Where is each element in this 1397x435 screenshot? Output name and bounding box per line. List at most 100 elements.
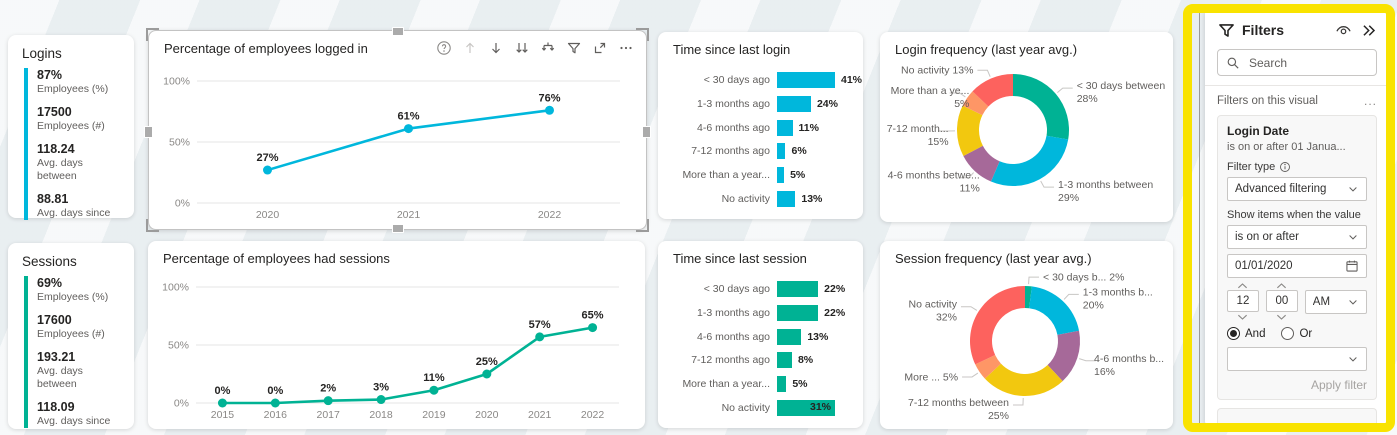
selection-corner[interactable] [146, 28, 159, 41]
data-point[interactable] [263, 165, 272, 175]
data-point[interactable] [323, 396, 333, 406]
calendar-icon[interactable] [1345, 259, 1359, 273]
bar[interactable] [777, 376, 787, 393]
chevron-down-icon [1347, 296, 1359, 308]
minute-value[interactable]: 00 [1265, 290, 1298, 312]
donut-slice[interactable] [963, 145, 1000, 182]
bar[interactable] [777, 190, 796, 207]
search-input[interactable] [1247, 54, 1361, 71]
bar[interactable] [777, 72, 835, 88]
selection-corner[interactable] [146, 219, 159, 232]
chevron-up-icon[interactable] [1276, 281, 1287, 290]
donut-slice[interactable] [1029, 286, 1080, 335]
bar-value-label: 22% [824, 306, 846, 319]
data-point[interactable] [270, 398, 280, 408]
hour-value[interactable]: 12 [1227, 290, 1259, 312]
sessions-line-chart[interactable]: 0% 50% 100% 2015 2016 2017 2018 2019 2020 2021 202… [156, 269, 637, 423]
donut-slice[interactable] [975, 355, 1001, 379]
condition-dropdown[interactable]: is on or after [1227, 225, 1367, 249]
donut-slice[interactable] [970, 286, 1025, 365]
and-radio[interactable]: And [1227, 327, 1265, 340]
bar[interactable] [777, 119, 793, 136]
metric: 193.21 Avg. days between [37, 350, 83, 390]
sessions-trend-card[interactable]: Percentage of employees had sessions 0% 5… [148, 241, 645, 429]
selection-corner[interactable] [636, 28, 649, 41]
data-point[interactable] [482, 369, 492, 379]
chevron-down-icon[interactable] [1237, 312, 1248, 321]
apply-filter-button[interactable]: Apply filter [1310, 378, 1367, 392]
second-condition-dropdown[interactable] [1227, 347, 1367, 371]
filter-funnel-icon [1217, 21, 1235, 39]
more-options-icon[interactable] [617, 39, 634, 56]
session-frequency-card[interactable]: Session frequency (last year avg.) < 30 … [880, 241, 1173, 429]
bar[interactable] [777, 281, 819, 297]
donut-slice[interactable] [972, 74, 1013, 107]
donut-label: No activity 13% [901, 65, 973, 77]
search-icon [1226, 56, 1240, 70]
chevron-down-icon [1347, 231, 1359, 243]
bar[interactable] [777, 304, 819, 321]
logins-kpi-card[interactable]: Logins 87% Employees (%) 17500 Employees (… [8, 35, 134, 220]
session-recency-card[interactable]: Time since last session < 30 days ago 22%… [658, 241, 863, 428]
bar-category-label: 4-6 months ago [697, 121, 770, 134]
login-recency-card[interactable]: Time since last login < 30 days ago 41% 1-… [658, 32, 863, 219]
login-frequency-donut[interactable]: < 30 days between 28% 1-3 months between 29… [880, 58, 1173, 222]
bar[interactable] [777, 167, 785, 184]
metric: 87% Employees (%) [37, 68, 109, 95]
donut-slice[interactable] [1025, 286, 1032, 309]
chevron-down-icon[interactable] [1276, 312, 1287, 321]
data-point[interactable] [545, 105, 554, 115]
donut-label: No activity 32% [909, 299, 958, 324]
data-point[interactable] [376, 395, 386, 405]
help-icon[interactable] [435, 39, 452, 56]
line-chart-svg: 0% 50% 100% 2015 2016 2017 2018 2019 2020 2021 202… [162, 282, 619, 421]
chevron-up-icon[interactable] [1237, 281, 1248, 290]
bar[interactable] [777, 328, 802, 345]
sessions-kpi-card[interactable]: Sessions 69% Employees (%) 17600 Employees… [8, 243, 134, 429]
filters-search-box[interactable] [1217, 49, 1377, 76]
login-frequency-card[interactable]: Login frequency (last year avg.) < 30 da… [880, 32, 1173, 222]
or-radio[interactable]: Or [1281, 327, 1312, 340]
data-point[interactable] [535, 332, 545, 342]
bar-row: No activity 13% [666, 190, 857, 207]
bar[interactable]: 31% [777, 399, 835, 416]
resize-handle-bottom[interactable] [391, 224, 404, 233]
bar-value-label: 5% [790, 169, 806, 182]
logged-in-line-chart[interactable]: 0% 50% 100% 2020 2021 2022 27% 61% 76% [157, 63, 638, 223]
data-point[interactable] [404, 124, 413, 134]
data-point[interactable] [217, 398, 227, 408]
bar-value-label: 13% [807, 330, 829, 343]
meridiem-dropdown[interactable]: AM [1304, 290, 1368, 314]
resize-handle-right[interactable] [642, 126, 651, 138]
donut-slice[interactable] [1047, 330, 1080, 382]
expand-all-down-icon[interactable] [539, 39, 556, 56]
drill-up-icon[interactable] [461, 39, 478, 56]
donut-slice[interactable] [990, 135, 1069, 186]
data-point[interactable] [429, 385, 439, 395]
donut-slice[interactable] [962, 91, 989, 116]
section-more-options[interactable]: ... [1363, 94, 1377, 108]
date-input[interactable]: 01/01/2020 [1227, 254, 1367, 278]
collapse-pane-icon[interactable] [1359, 21, 1377, 39]
session-recency-bar-chart[interactable]: < 30 days ago 22% 1-3 months ago 22% 4-6 mon… [666, 281, 857, 416]
donut-slice[interactable] [957, 105, 983, 156]
logged-in-trend-card[interactable]: Percentage of employees logged in 0% 50% 1… [144, 27, 651, 233]
resize-handle-left[interactable] [144, 126, 153, 138]
bar[interactable] [777, 352, 792, 369]
eye-icon[interactable] [1334, 21, 1352, 39]
focus-mode-icon[interactable] [591, 39, 608, 56]
bar[interactable] [777, 143, 786, 160]
filter-icon[interactable] [565, 39, 582, 56]
donut-slice[interactable] [984, 363, 1063, 396]
filter-type-dropdown[interactable]: Advanced filtering [1227, 177, 1367, 201]
bar[interactable] [777, 95, 811, 112]
data-label: 76% [538, 92, 560, 104]
selection-corner[interactable] [636, 219, 649, 232]
donut-slice[interactable] [1013, 74, 1069, 140]
data-point[interactable] [588, 323, 598, 333]
resize-handle-top[interactable] [391, 27, 404, 36]
login-recency-bar-chart[interactable]: < 30 days ago 41% 1-3 months ago 24% 4-6 mon… [666, 72, 862, 207]
go-to-next-level-icon[interactable] [513, 39, 530, 56]
session-frequency-donut[interactable]: < 30 days b... 2% 1-3 months b... 20% 4-6 m… [880, 267, 1173, 429]
drill-down-icon[interactable] [487, 39, 504, 56]
